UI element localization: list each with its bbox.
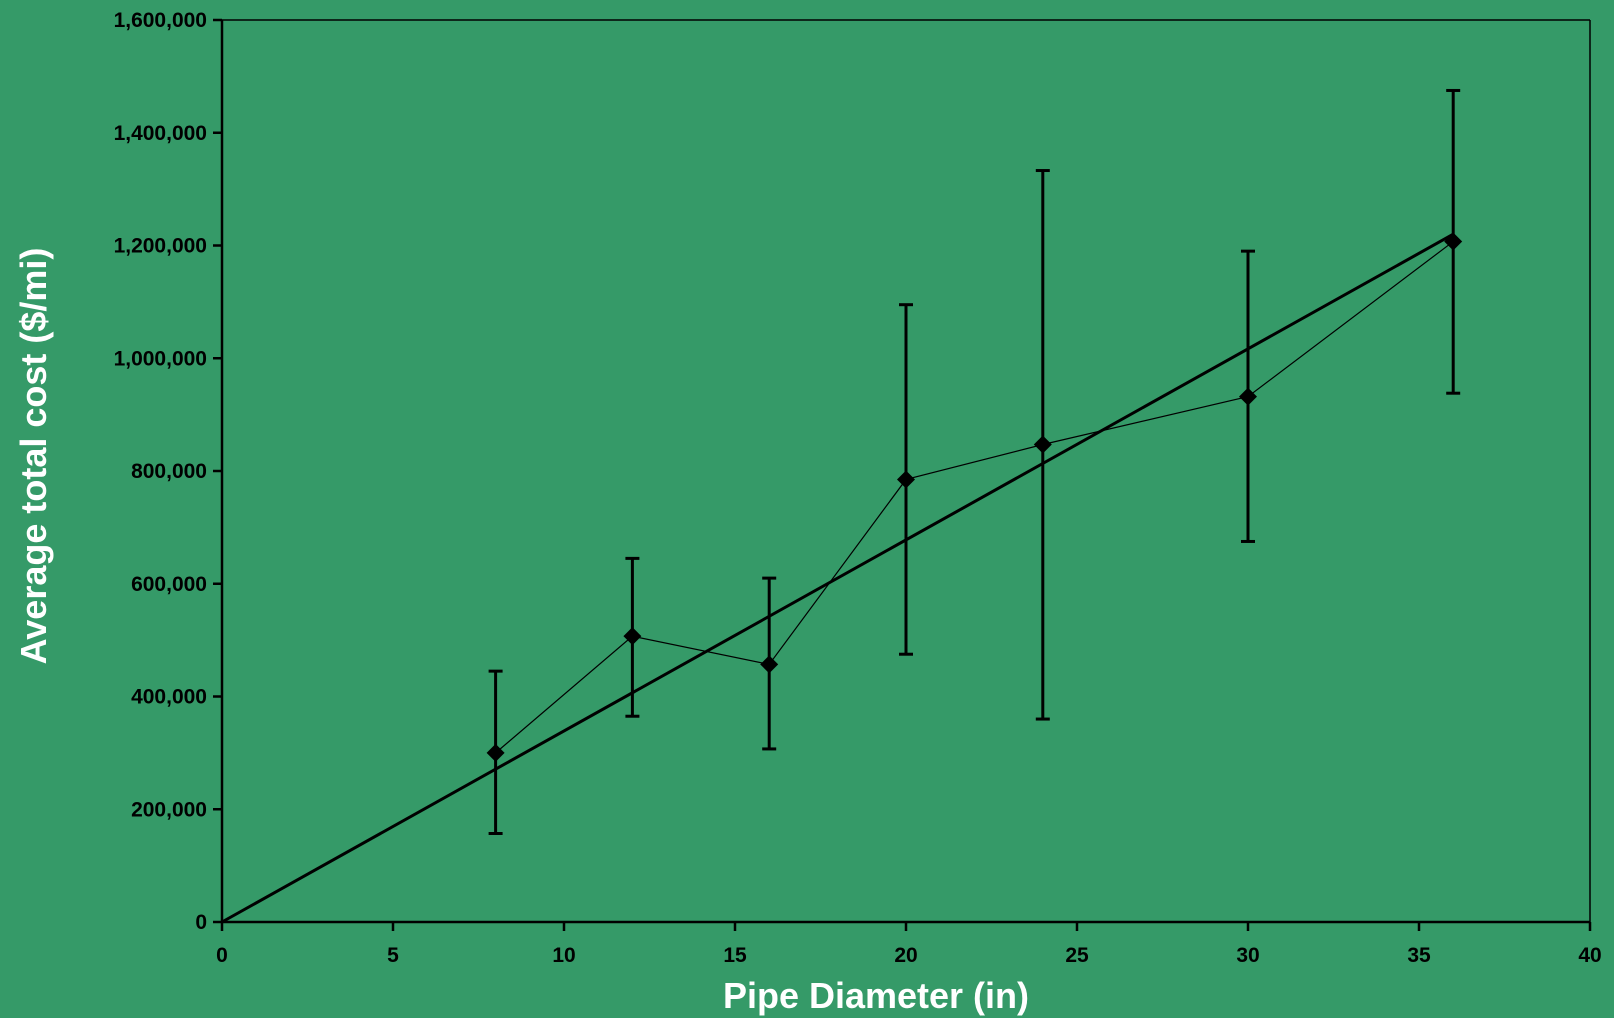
x-tick-label: 25 [1065, 944, 1089, 967]
trendline-layer [221, 232, 1454, 924]
x-tick-label: 20 [894, 944, 917, 967]
y-tick-label: 400,000 [131, 686, 207, 709]
x-tick-label: 5 [387, 944, 399, 967]
x-tick-label: 0 [216, 944, 228, 967]
x-tick-label: 10 [552, 944, 575, 967]
data-point-diamond [1239, 387, 1257, 406]
y-tick-label: 1,000,000 [114, 347, 207, 370]
data-point-diamond [1444, 232, 1463, 251]
y-axis-title: Average total cost ($/mi) [13, 248, 54, 665]
x-tick-label: 15 [723, 944, 747, 967]
x-tick-label: 40 [1578, 944, 1601, 967]
x-axis-title: Pipe Diameter (in) [723, 975, 1029, 1016]
ticks: 0 200,000 400,000 600,000 800,000 1,000,000 1,… [114, 9, 1602, 967]
data-point-diamond [623, 627, 642, 646]
series-line [495, 241, 1454, 754]
x-tick-label: 35 [1407, 944, 1431, 967]
series-layer [495, 241, 1454, 754]
data-point-diamond [486, 743, 505, 762]
data-point-diamond [897, 470, 915, 489]
marker-layer [486, 232, 1463, 762]
y-tick-label: 1,400,000 [114, 122, 207, 145]
y-tick-label: 1,600,000 [114, 9, 207, 32]
y-tick-label: 600,000 [131, 573, 207, 596]
y-tick-label: 1,200,000 [114, 235, 207, 258]
trendline [221, 232, 1454, 924]
y-tick-label: 800,000 [131, 460, 207, 483]
y-tick-label: 0 [195, 911, 207, 934]
data-point-diamond [760, 655, 779, 674]
data-point-diamond [1033, 435, 1052, 454]
y-tick-label: 200,000 [131, 798, 207, 821]
x-tick-label: 30 [1236, 944, 1259, 967]
